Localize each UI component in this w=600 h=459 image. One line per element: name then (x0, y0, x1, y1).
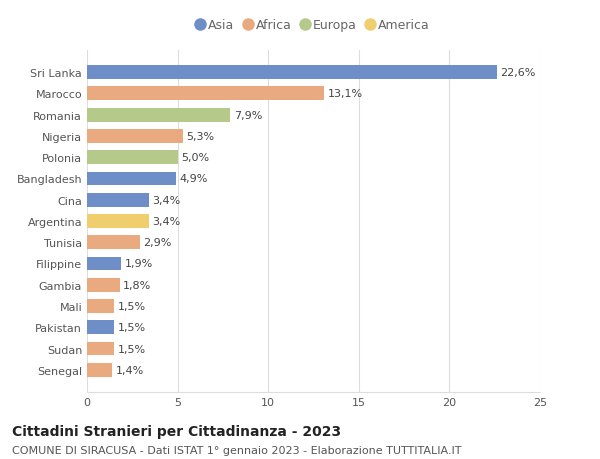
Text: 1,4%: 1,4% (116, 365, 144, 375)
Bar (87, 66, 497, 80)
Bar (87, 108, 230, 122)
Bar (87, 214, 149, 229)
Bar (87, 342, 114, 356)
Text: 1,5%: 1,5% (118, 323, 146, 333)
Text: 5,0%: 5,0% (181, 153, 209, 163)
Bar (87, 151, 178, 165)
Bar (87, 321, 114, 335)
Bar (87, 87, 325, 101)
Text: 1,5%: 1,5% (118, 302, 146, 311)
Legend: Asia, Africa, Europa, America: Asia, Africa, Europa, America (193, 16, 434, 36)
Text: Cittadini Stranieri per Cittadinanza - 2023: Cittadini Stranieri per Cittadinanza - 2… (12, 425, 341, 438)
Text: 13,1%: 13,1% (328, 89, 363, 99)
Text: 1,8%: 1,8% (123, 280, 151, 290)
Bar (87, 299, 114, 313)
Bar (87, 130, 183, 144)
Text: 7,9%: 7,9% (234, 110, 262, 120)
Text: 3,4%: 3,4% (152, 195, 181, 205)
Text: 1,5%: 1,5% (118, 344, 146, 354)
Bar (87, 278, 119, 292)
Text: 1,9%: 1,9% (125, 259, 154, 269)
Text: 5,3%: 5,3% (187, 132, 215, 141)
Text: COMUNE DI SIRACUSA - Dati ISTAT 1° gennaio 2023 - Elaborazione TUTTITALIA.IT: COMUNE DI SIRACUSA - Dati ISTAT 1° genna… (12, 445, 461, 455)
Text: 22,6%: 22,6% (500, 68, 536, 78)
Text: 2,9%: 2,9% (143, 238, 172, 248)
Text: 4,9%: 4,9% (179, 174, 208, 184)
Bar (87, 257, 121, 271)
Bar (87, 193, 149, 207)
Bar (87, 363, 112, 377)
Bar (87, 236, 140, 250)
Bar (87, 172, 176, 186)
Text: 3,4%: 3,4% (152, 217, 181, 226)
